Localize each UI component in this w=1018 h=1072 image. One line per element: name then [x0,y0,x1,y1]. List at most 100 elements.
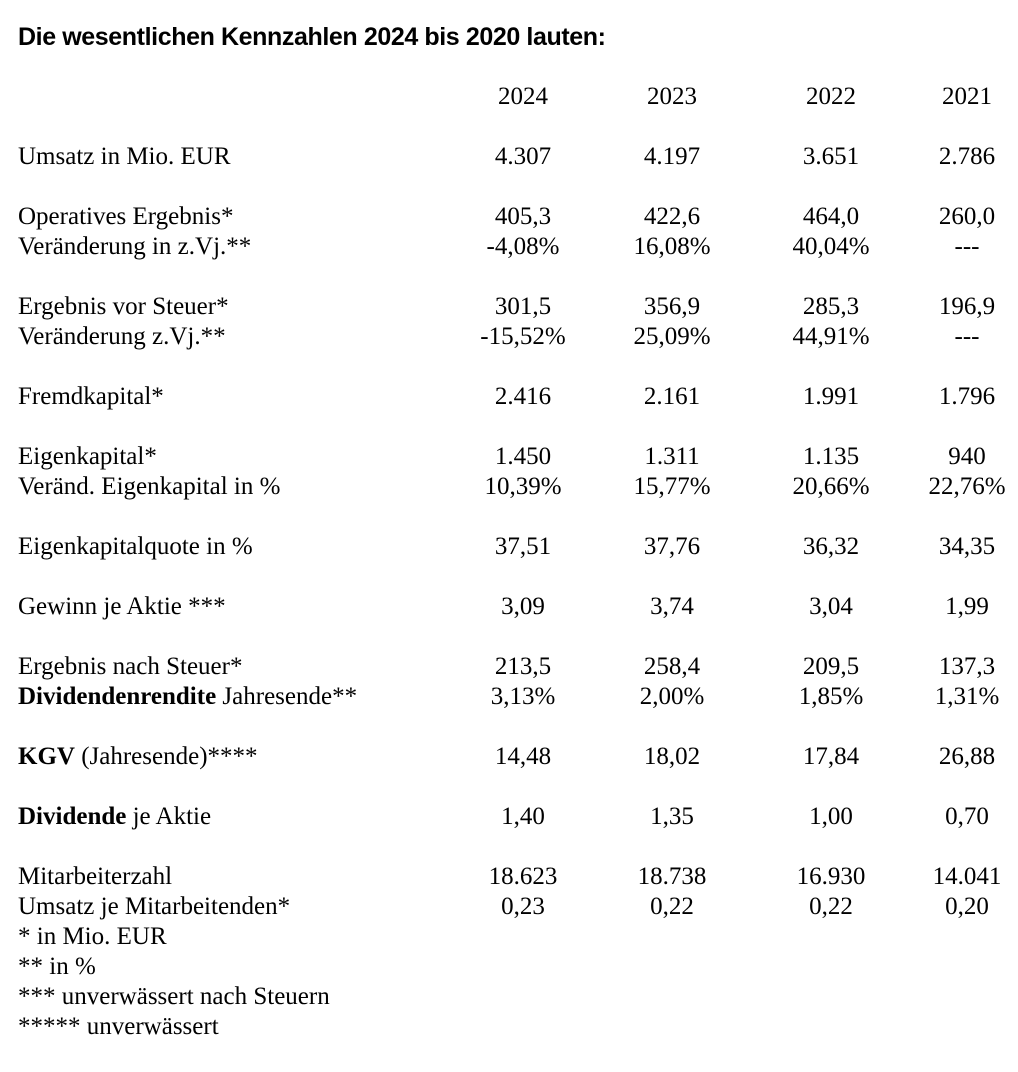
value-2021: 26,88 [938,743,996,770]
value-2024: 18.623 [488,863,558,890]
value-2021: 260,0 [938,203,996,230]
row-label-text: Veränd. Eigenkapital in % [18,473,281,500]
row-label: Umsatz je Mitarbeitenden* [18,892,448,922]
row-label-text: Ergebnis vor Steuer* [18,293,229,320]
value-2024: 3,09 [501,593,545,620]
value-2021: 0,20 [945,893,989,920]
row-label: Veränd. Eigenkapital in % [18,472,448,502]
row-label: Ergebnis vor Steuer* [18,292,448,322]
footnote-line: *** unverwässert nach Steuern [18,983,330,1010]
row-label-bold: KGV [18,743,75,770]
row-label-text: je Aktie [126,803,212,830]
value-2024: 37,51 [494,533,552,560]
value-2021: 14.041 [932,863,1002,890]
page-title: Die wesentlichen Kennzahlen 2024 bis 202… [18,23,606,51]
value-2023: 2,00% [639,683,705,710]
value-2024: 0,23 [501,893,545,920]
row-label-text: (Jahresende)**** [74,743,258,770]
table-row: Mitarbeiterzahl 18.623 18.738 16.930 14.… [18,862,1018,892]
value-2023: 18,02 [643,743,701,770]
value-2021: 22,76% [928,473,1006,500]
value-2023: 4.197 [643,143,701,170]
value-2024: 1.450 [494,443,552,470]
row-label-text: Eigenkapital* [18,443,157,470]
footnotes: * in Mio. EUR ** in % *** unverwässert nac… [18,922,1018,1042]
kennzahlen-table-body: Umsatz in Mio. EUR 4.307 4.197 3.651 2.7… [18,142,1018,922]
value-2022: 1.991 [802,383,860,410]
value-2021: 137,3 [938,653,996,680]
value-2023: 3,74 [650,593,694,620]
row-label: Dividendenrendite Jahresende** [18,682,448,712]
year-header-2021: 2021 [942,83,992,110]
table-row: Umsatz je Mitarbeitenden* 0,23 0,22 0,22… [18,892,1018,922]
value-2021: --- [954,233,980,260]
row-label: Gewinn je Aktie *** [18,592,448,622]
year-header-2022: 2022 [806,83,856,110]
value-2021: 940 [948,443,986,470]
table-row: Veränderung z.Vj.** -15,52% 25,09% 44,91… [18,322,1018,352]
table-row: Fremdkapital* 2.416 2.161 1.991 1.796 [18,382,1018,412]
value-2023: 356,9 [643,293,701,320]
row-label-text: Jahresende** [216,683,358,710]
value-2022: 0,22 [809,893,853,920]
value-2022: 20,66% [792,473,870,500]
value-2022: 36,32 [802,533,860,560]
value-2024: -15,52% [480,323,566,350]
value-2023: 25,09% [633,323,711,350]
value-2022: 209,5 [802,653,860,680]
value-2024: 213,5 [494,653,552,680]
table-row: Dividendenrendite Jahresende** 3,13% 2,0… [18,682,1018,712]
value-2023: 1.311 [644,443,700,470]
value-2021: 34,35 [938,533,996,560]
row-label-text: Ergebnis nach Steuer* [18,653,243,680]
table-row: Ergebnis vor Steuer* 301,5 356,9 285,3 1… [18,292,1018,322]
value-2022: 44,91% [792,323,870,350]
table-row: KGV (Jahresende)**** 14,48 18,02 17,84 2… [18,742,1018,772]
row-label-text: Fremdkapital* [18,383,164,410]
table-row: Ergebnis nach Steuer* 213,5 258,4 209,5 … [18,652,1018,682]
value-2024: 301,5 [494,293,552,320]
value-2022: 3,04 [809,593,853,620]
value-2024: 14,48 [494,743,552,770]
row-label-text: Operatives Ergebnis* [18,203,234,230]
row-label-bold: Dividende [18,803,127,830]
value-2022: 40,04% [792,233,870,260]
value-2024: 405,3 [494,203,552,230]
value-2022: 1,85% [798,683,864,710]
value-2021: 2.786 [938,143,996,170]
value-2024: 3,13% [490,683,556,710]
value-2022: 3.651 [802,143,860,170]
row-label: KGV (Jahresende)**** [18,742,448,772]
table-row: Veränderung in z.Vj.** -4,08% 16,08% 40,… [18,232,1018,262]
footnote-line: ***** unverwässert [18,1013,219,1040]
value-2022: 1,00 [809,803,853,830]
table-row: Veränd. Eigenkapital in % 10,39% 15,77% … [18,472,1018,502]
footnote-line: ** in % [18,953,96,980]
value-2021: 1,99 [945,593,989,620]
value-2024: 10,39% [484,473,562,500]
row-label: Fremdkapital* [18,382,448,412]
row-label-text: Eigenkapitalquote in % [18,533,253,560]
table-row: Eigenkapitalquote in % 37,51 37,76 36,32… [18,532,1018,562]
value-2022: 16.930 [796,863,866,890]
row-label-text: Umsatz je Mitarbeitenden* [18,893,291,920]
value-2023: 2.161 [643,383,701,410]
footnote-line: * in Mio. EUR [18,923,167,950]
value-2021: 1,31% [934,683,1000,710]
value-2023: 16,08% [633,233,711,260]
value-2023: 0,22 [650,893,694,920]
table-row: Operatives Ergebnis* 405,3 422,6 464,0 2… [18,202,1018,232]
header-empty-cell [18,82,448,112]
row-label-text: Veränderung z.Vj.** [18,323,226,350]
value-2023: 18.738 [637,863,707,890]
year-header-2023: 2023 [647,83,697,110]
row-label: Umsatz in Mio. EUR [18,142,448,172]
value-2021: 0,70 [945,803,989,830]
value-2024: 4.307 [494,143,552,170]
row-label: Veränderung in z.Vj.** [18,232,448,262]
row-label: Eigenkapital* [18,442,448,472]
value-2024: 1,40 [501,803,545,830]
value-2021: 1.796 [938,383,996,410]
row-label: Ergebnis nach Steuer* [18,652,448,682]
year-header-2024: 2024 [498,83,548,110]
